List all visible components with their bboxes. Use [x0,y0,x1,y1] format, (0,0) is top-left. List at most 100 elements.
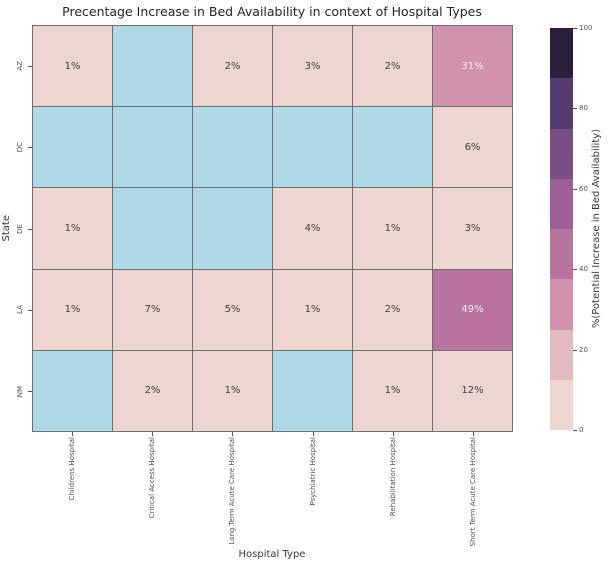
colorbar-tick-mark [573,430,577,431]
x-tick-text: Rehabilitation Hospital [388,437,397,517]
heatmap-cell-NM-4: 1% [353,350,432,431]
heatmap-cell-LA-3: 1% [273,269,352,350]
x-tick-mark [152,432,154,436]
x-tick-text: Childrens Hospital [68,437,77,501]
cell-value: 7% [144,304,161,316]
heatmap-cell-AZ-1 [113,26,192,107]
cell-value: 12% [461,385,484,397]
colorbar-tick-mark [573,269,577,271]
chart-title: Precentage Increase in Bed Availability … [62,4,482,19]
x-tick-label-2: Long Term Acute Care Hospital [192,437,272,557]
heatmap-cell-DC-4 [353,107,432,188]
colorbar-segment-2 [550,128,573,179]
colorbar-tick-mark [573,108,577,110]
colorbar-tick-label-0: 0 [579,426,584,434]
y-tick-text: NM [16,385,24,397]
cell-value: 1% [224,385,241,397]
colorbar-tick-label-80: 80 [579,104,588,113]
y-tick-mark [28,228,32,230]
x-tick-mark [72,432,74,436]
cell-value: 1% [384,385,401,397]
cell-value: 1% [384,222,401,234]
colorbar-tick-mark [573,188,577,190]
colorbar-segment-5 [550,279,573,330]
heatmap-cell-DC-2 [193,107,272,188]
colorbar-segment-3 [550,178,573,229]
x-tick-label-1: Critical Access Hospital [112,437,192,557]
heatmap-cell-AZ-0: 1% [33,26,112,107]
x-tick-text: Psychiatric Hospital [308,437,317,506]
cell-value: 2% [384,304,401,316]
colorbar-segment-1 [550,78,573,129]
cell-value: 2% [144,385,161,397]
cell-value: 6% [464,141,481,153]
heatmap-cell-AZ-2: 2% [193,26,272,107]
heatmap-cell-NM-5: 12% [433,350,512,431]
cell-value: 2% [384,60,401,72]
heatmap-cell-NM-0 [33,350,112,431]
colorbar-tick-label-20: 20 [579,345,588,354]
heatmap-cell-DE-5: 3% [433,188,512,269]
colorbar-tick-mark [573,28,577,29]
y-tick-text: DE [16,223,24,234]
y-tick-label-NM: NM [14,351,26,432]
colorbar-tick-label-100: 100 [579,24,593,32]
x-tick-label-4: Rehabilitation Hospital [353,437,433,557]
x-tick-mark [232,432,234,436]
y-tick-label-DC: DC [14,106,26,187]
heatmap-cell-DC-5: 6% [433,107,512,188]
heatmap-cell-NM-2: 1% [193,350,272,431]
x-tick-text: Long Term Acute Care Hospital [228,437,237,545]
heatmap-cell-AZ-5: 31% [433,26,512,107]
y-tick-mark [28,147,32,149]
cell-value: 4% [304,222,321,234]
heatmap-cell-DC-0 [33,107,112,188]
cell-value: 1% [64,222,81,234]
colorbar-label: %(Potential Increase in Bed Availability… [590,129,602,329]
colorbar-tick-label-40: 40 [579,265,588,274]
y-tick-mark [28,65,32,67]
colorbar [550,28,573,430]
x-axis-label: Hospital Type [238,549,306,560]
heatmap-cell-DC-1 [113,107,192,188]
colorbar-segment-4 [550,229,573,280]
x-tick-label-5: Short Term Acute Care Hospital [433,437,513,557]
heatmap-cell-NM-1: 2% [113,350,192,431]
heatmap-cell-DE-4: 1% [353,188,432,269]
x-tick-mark [472,432,474,436]
y-tick-text: AZ [16,60,24,71]
y-tick-label-LA: LA [14,269,26,350]
colorbar-segment-7 [550,379,573,430]
y-tick-mark [28,309,32,311]
cell-value: 2% [224,60,241,72]
colorbar-segment-6 [550,329,573,380]
heatmap-cell-AZ-4: 2% [353,26,432,107]
heatmap-cell-DE-3: 4% [273,188,352,269]
heatmap-cell-DC-3 [273,107,352,188]
heatmap-cell-LA-1: 7% [113,269,192,350]
colorbar-segment-0 [550,28,573,79]
colorbar-tick-label-60: 60 [579,184,588,193]
x-tick-label-3: Psychiatric Hospital [273,437,353,557]
x-tick-text: Short Term Acute Care Hospital [468,437,477,547]
y-tick-text: LA [16,305,24,315]
heatmap-cell-LA-4: 2% [353,269,432,350]
y-tick-mark [28,391,32,393]
x-tick-mark [312,432,314,436]
heatmap-cell-AZ-3: 3% [273,26,352,107]
cell-value: 3% [464,222,481,234]
cell-value: 1% [304,304,321,316]
x-tick-mark [392,432,394,436]
heatmap-cell-LA-0: 1% [33,269,112,350]
y-axis-label: State [1,214,12,242]
y-tick-label-AZ: AZ [14,25,26,106]
y-tick-text: DC [16,141,24,153]
x-tick-label-0: Childrens Hospital [32,437,112,557]
cell-value: 31% [461,60,484,72]
cell-value: 49% [461,304,484,316]
cell-value: 1% [64,304,81,316]
cell-value: 5% [224,304,241,316]
heatmap-cell-DE-1 [113,188,192,269]
heatmap-grid: 1% 2% 3% 2% 31% 6% 1% 4% 1% 3% 1% 7% 5% 1% 2% 49% 2% 1% 1%… [32,25,513,432]
